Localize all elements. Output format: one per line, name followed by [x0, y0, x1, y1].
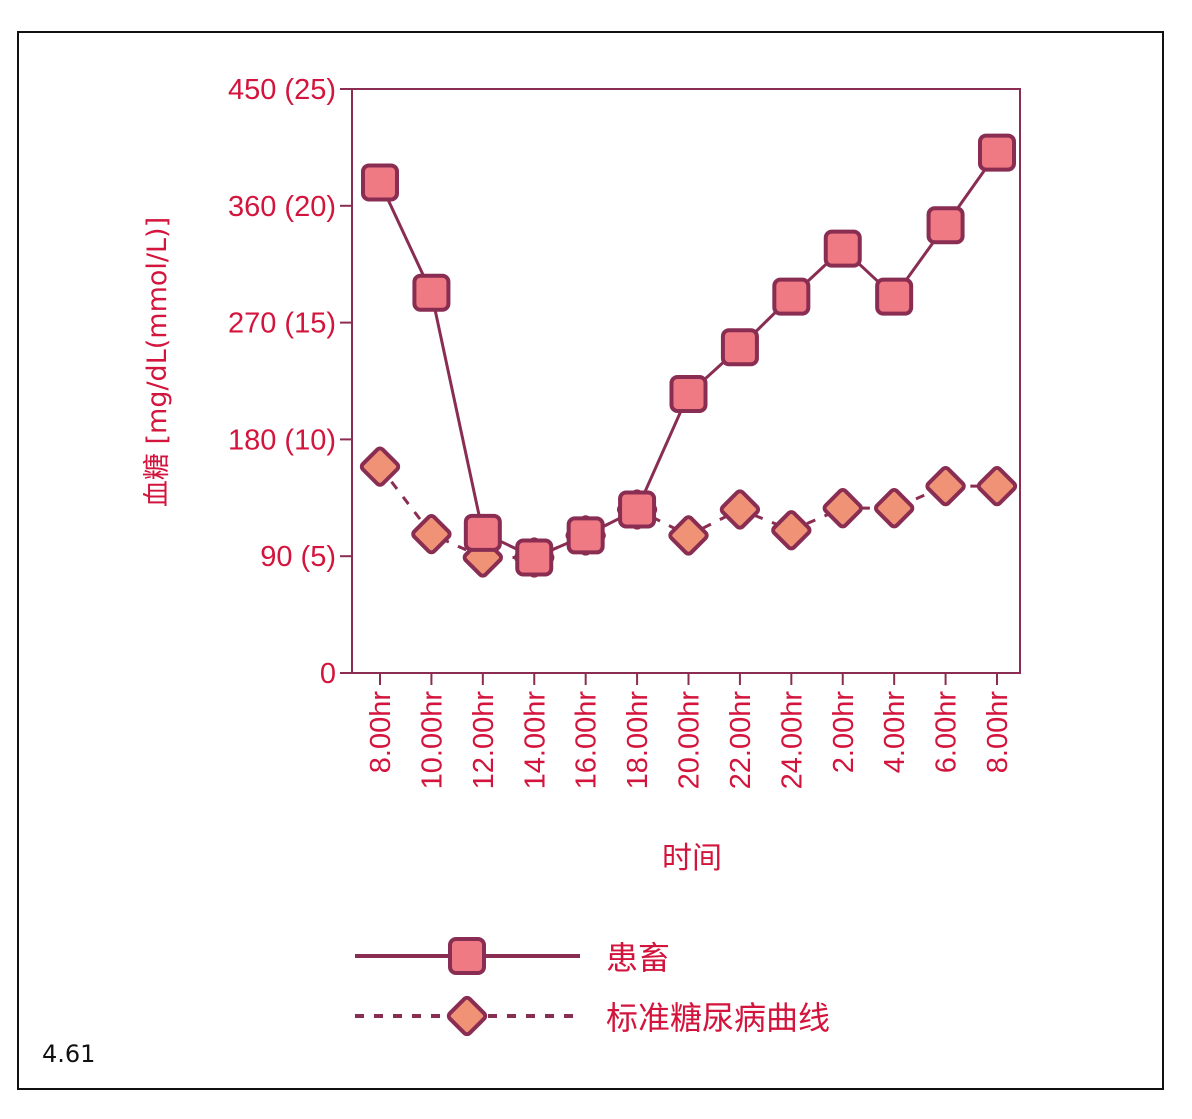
- y-axis-label: 血糖 [mg/dL(mmol/L)]: [142, 217, 173, 507]
- patient-data-point: [463, 513, 502, 552]
- standard-data-point: [359, 446, 401, 487]
- y-tick-label: 90 (5): [260, 541, 336, 573]
- standard-data-point: [874, 488, 915, 529]
- x-tick-label: 24.00hr: [776, 691, 808, 790]
- patient-data-point: [720, 328, 759, 367]
- patient-data-point: [772, 277, 811, 316]
- x-axis-label: 时间: [662, 841, 722, 876]
- x-tick-label: 18.00hr: [622, 691, 654, 790]
- x-tick-label: 20.00hr: [674, 691, 706, 790]
- x-tick-label: 4.00hr: [879, 691, 911, 774]
- legend-diamond-marker: [446, 995, 488, 1037]
- standard-data-point: [822, 488, 863, 529]
- x-tick-label: 22.00hr: [725, 691, 757, 790]
- standard-data-point: [411, 513, 452, 555]
- patient-data-point: [875, 277, 914, 316]
- patient-data-point: [412, 273, 451, 312]
- legend-square-marker: [448, 937, 486, 975]
- y-tick-label: 270 (15): [228, 308, 336, 340]
- x-tick-label: 8.00hr: [982, 691, 1014, 774]
- patient-data-point: [669, 374, 708, 413]
- patient-data-point: [823, 229, 862, 268]
- y-tick-label: 180 (10): [228, 424, 336, 456]
- standard-data-point: [719, 489, 761, 530]
- figure-number: 4.61: [42, 1040, 96, 1068]
- x-tick-label: 12.00hr: [468, 691, 500, 790]
- x-tick-label: 2.00hr: [828, 691, 860, 774]
- patient-data-point: [566, 516, 605, 555]
- plot-area: [351, 88, 1021, 674]
- standard-data-point: [771, 510, 812, 551]
- y-tick-label: 360 (20): [228, 191, 336, 223]
- patient-data-point: [926, 206, 965, 245]
- legend-label: 标准糖尿病曲线: [606, 999, 830, 1037]
- x-tick-label: 6.00hr: [931, 691, 963, 774]
- y-tick-label: 450 (25): [228, 74, 336, 106]
- x-tick-label: 8.00hr: [365, 691, 397, 774]
- standard-data-point: [925, 465, 966, 507]
- x-tick-label: 14.00hr: [519, 691, 551, 790]
- standard-data-point: [668, 515, 709, 556]
- patient-data-point: [361, 163, 399, 202]
- x-tick-label: 10.00hr: [416, 691, 448, 790]
- y-tick-label: 0: [320, 658, 336, 690]
- patient-data-point: [515, 538, 554, 577]
- legend-label: 患畜: [606, 939, 670, 977]
- patient-data-point: [978, 133, 1016, 172]
- standard-data-point: [976, 465, 1018, 507]
- figure-frame: [17, 31, 1164, 1090]
- patient-data-point: [618, 490, 657, 529]
- x-tick-label: 16.00hr: [571, 691, 603, 790]
